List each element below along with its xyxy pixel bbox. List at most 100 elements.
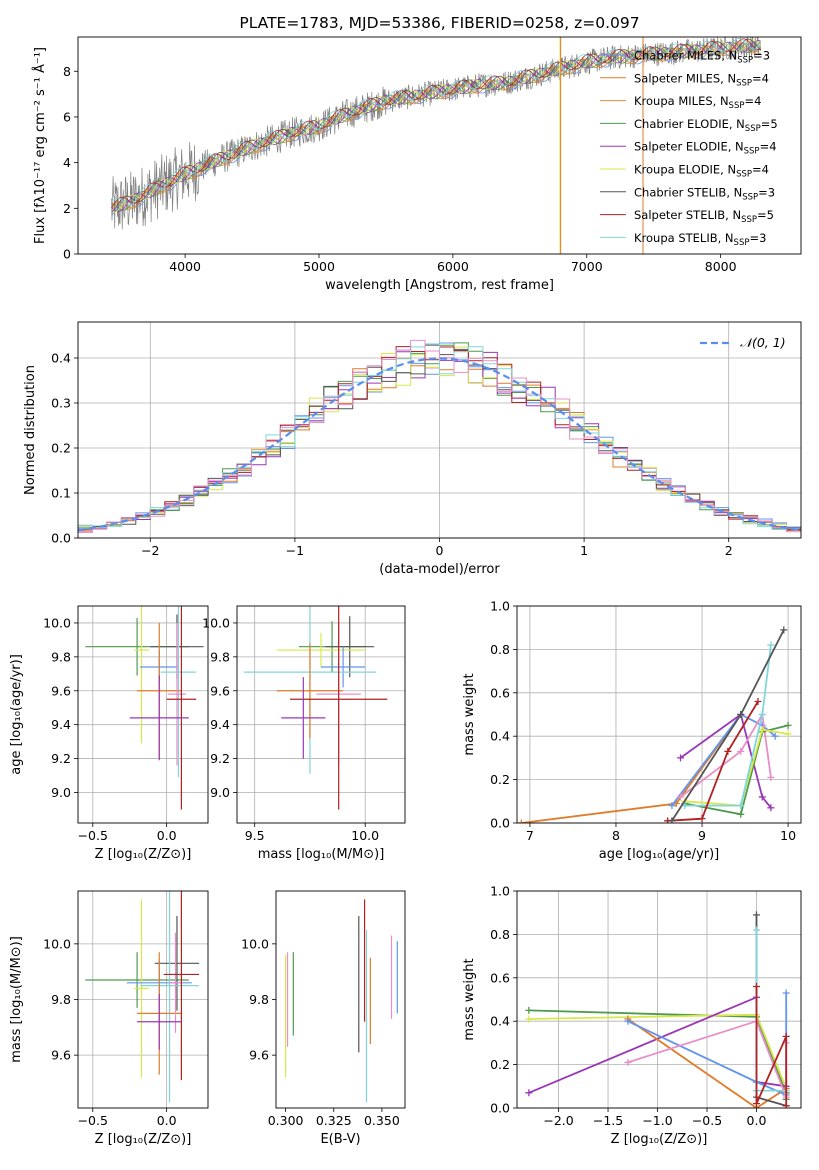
panel-age-vs-mass: 9.5 10.0 9.0 9.2 9.4 9.6 9.8 10.0 mass [log₁₀(M/… xyxy=(202,605,406,862)
x-tick-label: 2 xyxy=(725,543,733,558)
mass-weight-marker xyxy=(767,773,775,781)
y-tick-label: 10.0 xyxy=(43,936,71,951)
mass-weight-marker xyxy=(758,793,766,801)
panel-mass-vs-Z: −0.5 0.0 9.6 9.8 10.0 Z [log₁₀(Z/Z⊙)] mass [lo… xyxy=(9,890,209,1147)
y-tick-label: 0.8 xyxy=(490,642,510,657)
y-tick-label: 0.1 xyxy=(51,486,71,501)
mass-weight-marker xyxy=(752,911,760,919)
mass-weight-marker xyxy=(780,626,788,634)
mass-weight-marker xyxy=(782,1102,790,1108)
legend-entry-sub: SSP xyxy=(736,170,752,180)
plot-area xyxy=(243,606,388,810)
mass-weight-marker xyxy=(737,711,745,718)
legend-entry-sub: SSP xyxy=(729,101,745,111)
mass-weight-line xyxy=(684,644,772,807)
axes-frame xyxy=(77,36,802,255)
x-tick-label: −1 xyxy=(286,543,304,558)
plot-area xyxy=(85,606,204,810)
x-tick-label: 1 xyxy=(580,543,588,558)
mass-weight-marker xyxy=(668,817,676,823)
plot-area xyxy=(78,339,801,533)
y-tick-label: 10.0 xyxy=(202,615,230,630)
legend-entry: Chabrier STELIB, NSSP=3 xyxy=(634,185,775,202)
x-tick-label: −1.0 xyxy=(642,1113,672,1128)
y-tick-label: 0.2 xyxy=(490,772,510,787)
y-tick-label: 4 xyxy=(63,155,71,170)
x-tick-label: 9 xyxy=(698,828,706,843)
axes-frame xyxy=(77,890,209,1109)
y-tick-label: 9.4 xyxy=(210,717,230,732)
y-tick-label: 9.6 xyxy=(51,683,71,698)
x-tick-label: 0.300 xyxy=(268,1113,304,1128)
legend-entry: Salpeter MILES, NSSP=4 xyxy=(634,71,769,88)
x-tick-label: 6000 xyxy=(437,259,469,274)
x-tick-label: 7 xyxy=(526,828,534,843)
y-tick-label: 0.0 xyxy=(51,531,71,546)
legend-entry-name: Chabrier ELODIE, N xyxy=(634,117,745,131)
x-tick-label: 0.350 xyxy=(364,1113,400,1128)
chart-title: PLATE=1783, MJD=53386, FIBERID=0258, z=0… xyxy=(239,14,639,32)
observed-spectrum xyxy=(111,37,761,230)
mass-weight-marker xyxy=(677,754,685,762)
x-tick-label: −2 xyxy=(141,543,159,558)
panel-mass-weight-vs-Z: −2.0 −1.5 −1.0 −0.5 0.0 0.0 0.2 0.4 0.6 0.8 1.0 Z [… xyxy=(462,884,802,1147)
y-tick-label: 9.2 xyxy=(51,751,71,766)
x-axis-label: E(B-V) xyxy=(320,1132,360,1147)
legend-entry-suffix: =4 xyxy=(752,163,769,177)
mass-weight-marker xyxy=(782,1032,790,1040)
legend-entry-sub: SSP xyxy=(737,56,753,66)
y-tick-label: 0.0 xyxy=(490,1101,510,1116)
x-tick-label: 4000 xyxy=(169,259,201,274)
mass-weight-marker xyxy=(724,747,732,755)
y-tick-label: 0.4 xyxy=(490,729,510,744)
y-tick-label: 9.0 xyxy=(210,785,230,800)
y-tick-label: 0.2 xyxy=(51,441,71,456)
legend-entry-suffix: =4 xyxy=(760,140,777,154)
model-spectrum-line xyxy=(111,38,761,213)
x-tick-label: 9.5 xyxy=(245,828,265,843)
axes-frame xyxy=(516,605,802,824)
mass-weight-marker xyxy=(767,804,775,812)
mass-weight-marker xyxy=(771,732,779,740)
x-tick-label: 0.0 xyxy=(747,1113,767,1128)
mass-weight-marker xyxy=(758,726,766,734)
axes-frame xyxy=(77,321,802,539)
mass-weight-line xyxy=(755,986,788,1106)
legend-entry-name: Salpeter ELODIE, N xyxy=(634,140,744,154)
y-tick-label: 0 xyxy=(63,247,71,262)
legend-entry: Kroupa STELIB, NSSP=3 xyxy=(634,231,766,248)
plot-area xyxy=(525,911,790,1108)
legend-entry-sub: SSP xyxy=(734,238,750,248)
y-tick-label: 2 xyxy=(63,201,71,216)
axes-frame xyxy=(236,605,406,824)
y-tick-label: 0.3 xyxy=(51,396,71,411)
legend-entry-suffix: =3 xyxy=(749,231,766,245)
y-axis-label: Normed distribution xyxy=(23,365,38,495)
x-tick-label: 8000 xyxy=(705,259,737,274)
legend-entry-sub: SSP xyxy=(744,147,760,157)
legend-entry-sub: SSP xyxy=(742,192,758,202)
y-tick-label: 1.0 xyxy=(490,884,510,899)
mass-weight-line xyxy=(755,930,787,1092)
y-tick-label: 9.8 xyxy=(51,992,71,1007)
axes-frame xyxy=(275,890,406,1109)
legend-entry-suffix: =4 xyxy=(752,71,769,85)
y-tick-label: 9.8 xyxy=(51,649,71,664)
x-tick-label: −0.5 xyxy=(78,1113,108,1128)
y-tick-label: 0.2 xyxy=(490,1057,510,1072)
x-tick-label: 10 xyxy=(780,828,796,843)
legend-entry: Chabrier ELODIE, NSSP=5 xyxy=(634,117,778,134)
x-axis-label: (data-model)/error xyxy=(379,562,500,577)
mass-weight-marker xyxy=(677,793,685,801)
mass-weight-marker xyxy=(525,1006,533,1014)
y-tick-label: 9.0 xyxy=(51,785,71,800)
x-tick-label: −1.5 xyxy=(593,1113,623,1128)
legend-entry: Salpeter STELIB, NSSP=5 xyxy=(634,208,774,225)
mass-weight-marker xyxy=(668,802,676,810)
mass-weight-marker xyxy=(752,926,760,934)
plot-area xyxy=(85,891,200,1103)
model-spectrum-line xyxy=(111,41,761,211)
legend: 𝒩(0, 1) xyxy=(700,335,786,350)
y-tick-label: 6 xyxy=(63,109,71,124)
